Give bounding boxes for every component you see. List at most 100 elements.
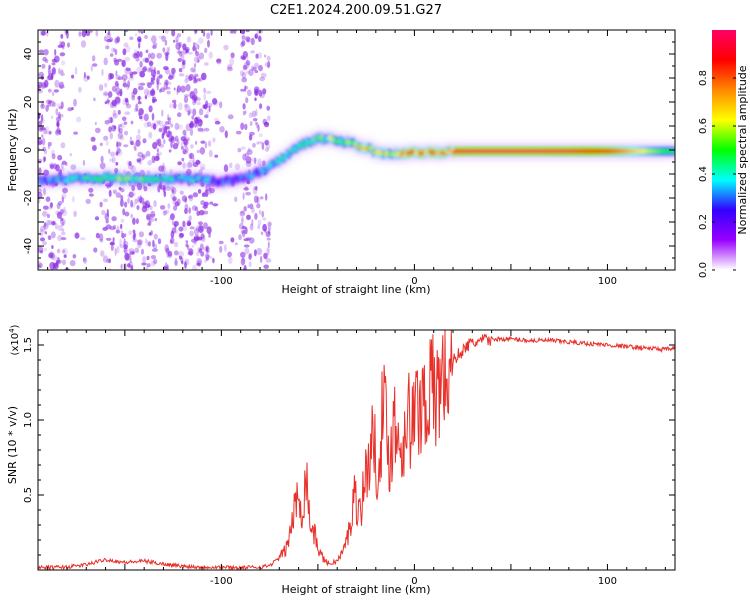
noise-blob (118, 124, 123, 128)
noise-blob (267, 225, 272, 231)
noise-blob (130, 213, 133, 219)
ridge-core-cell (394, 149, 397, 154)
noise-blob (248, 253, 252, 260)
ridge-core-cell (168, 176, 171, 181)
ridge-core-cell (488, 149, 491, 154)
ridge-core-cell (624, 149, 627, 154)
noise-blob (56, 121, 60, 128)
noise-blob (108, 126, 112, 133)
noise-blob (176, 88, 179, 96)
y-tick-label: 1.0 (23, 412, 34, 428)
noise-blob (144, 57, 149, 63)
ridge-core-cell (538, 149, 541, 154)
noise-blob (197, 119, 203, 123)
ridge-core-cell (108, 173, 111, 178)
ridge-core-cell (314, 139, 317, 143)
noise-blob (212, 257, 215, 264)
noise-blob (167, 252, 173, 259)
noise-blob (208, 149, 213, 158)
ridge-core-cell (564, 149, 567, 154)
noise-blob (267, 241, 270, 249)
noise-blob (135, 139, 141, 147)
noise-blob (137, 240, 142, 249)
noise-blob (238, 234, 242, 241)
noise-blob (44, 221, 47, 228)
ridge-core-cell (262, 169, 265, 174)
ridge-core-cell (122, 178, 125, 183)
frequency-ridge (38, 129, 675, 190)
ridge-core-cell (536, 149, 539, 154)
noise-blob (115, 192, 122, 198)
noise-blob (174, 257, 178, 266)
noise-blob (147, 67, 153, 73)
noise-blob (196, 101, 201, 106)
noise-blob (238, 223, 244, 230)
ridge-core-cell (554, 149, 557, 154)
noise-blob (240, 229, 246, 235)
noise-blob (159, 205, 166, 210)
noise-blob (250, 50, 255, 54)
ridge-core-cell (138, 177, 141, 182)
noise-blob (256, 247, 263, 256)
noise-blob (263, 122, 270, 128)
noise-blob (93, 97, 96, 102)
noise-blob (101, 209, 106, 216)
noise-blob (255, 53, 259, 59)
ridge-core-cell (468, 149, 471, 154)
noise-blob (99, 201, 103, 208)
noise-blob (172, 196, 177, 202)
ridge-core-cell (306, 139, 309, 144)
noise-blob (205, 100, 209, 107)
noise-blob (132, 229, 136, 234)
noise-blob (239, 210, 246, 217)
noise-blob (179, 190, 184, 195)
noise-blob (148, 217, 155, 223)
ridge-core-cell (436, 149, 439, 153)
noise-blob (199, 243, 204, 251)
ridge-core-cell (410, 150, 413, 155)
ridge-core-cell (140, 176, 143, 181)
ridge-core-cell (374, 148, 377, 153)
ridge-core-cell (176, 175, 179, 180)
noise-blob (61, 46, 65, 50)
noise-blob (123, 121, 128, 125)
noise-blob (50, 220, 57, 226)
noise-blob (188, 159, 194, 168)
ridge-core-cell (316, 135, 319, 140)
ridge-core-cell (414, 149, 417, 153)
ridge-core-cell (528, 149, 531, 154)
noise-blob (196, 258, 203, 266)
noise-blob (137, 196, 140, 203)
ridge-core-cell (114, 175, 117, 180)
ridge-core-cell (58, 175, 61, 180)
noise-blob (73, 131, 78, 135)
noise-blob (196, 55, 201, 63)
noise-blob (61, 193, 67, 200)
noise-blob (198, 37, 204, 44)
noise-blob (138, 112, 141, 117)
noise-blob (146, 255, 150, 261)
noise-blob (182, 220, 186, 227)
noise-blob (187, 195, 193, 199)
bottom-y-ticks: 0.5 1.0 1.5 (23, 329, 675, 571)
noise-blob (111, 216, 117, 222)
noise-blob (62, 72, 65, 77)
noise-blob (172, 196, 177, 201)
ridge-core-cell (220, 179, 223, 184)
ridge-core-cell (334, 138, 337, 143)
noise-blob (120, 199, 124, 207)
ridge-core-cell (332, 137, 335, 142)
ridge-core-cell (456, 149, 459, 154)
noise-blob (176, 50, 183, 54)
noise-blob (192, 192, 199, 198)
ridge-core-cell (420, 152, 423, 156)
ridge-core-cell (250, 174, 253, 179)
noise-blob (205, 257, 209, 261)
noise-blob (117, 131, 124, 140)
noise-blob (176, 85, 181, 93)
noise-blob (245, 237, 252, 241)
ridge-core-cell (378, 150, 381, 155)
noise-blob (42, 146, 46, 152)
ridge-core-cell (238, 175, 241, 180)
noise-blob (165, 86, 171, 90)
